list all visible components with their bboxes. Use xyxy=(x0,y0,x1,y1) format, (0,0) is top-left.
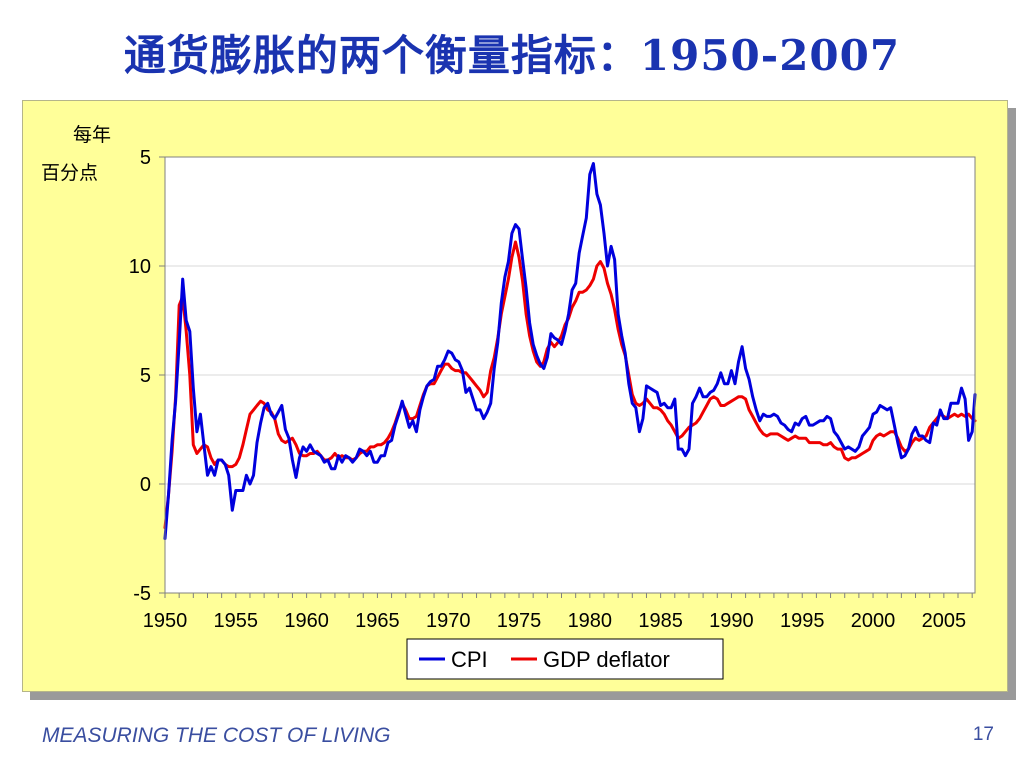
x-tick-label-8: 1990 xyxy=(709,610,754,632)
y-tick-label-4: 5 xyxy=(140,147,151,169)
y-tick-label-0: -5 xyxy=(133,583,151,605)
series-line-cpi xyxy=(163,162,977,540)
series-lines xyxy=(163,162,977,540)
slide-title: 通货膨胀的两个衡量指标：1950-2007 xyxy=(123,31,901,80)
unit-label-line1: 每年 xyxy=(73,124,111,146)
legend-label-gdp-deflator: GDP deflator xyxy=(543,647,670,672)
x-tick-label-1: 1955 xyxy=(214,610,259,632)
y-axis-ticks: -5 0 5 10 5 xyxy=(129,147,165,605)
chart-panel: 每年 百分点 -5 0 5 10 5 1950 1955 1960 1965 1970 1975 1… xyxy=(22,100,1008,692)
y-tick-label-1: 0 xyxy=(140,474,151,496)
legend: CPI GDP deflator xyxy=(406,638,724,680)
grid-lines xyxy=(165,265,975,485)
x-axis-ticks: 1950 1955 1960 1965 1970 1975 1980 1985 1990 1995… xyxy=(143,593,973,632)
legend-box xyxy=(406,638,724,680)
y-tick-label-2: 5 xyxy=(140,365,151,387)
footer-text: MEASURING THE COST OF LIVING xyxy=(42,724,391,747)
x-tick-label-3: 1965 xyxy=(355,610,400,632)
x-tick-label-7: 1985 xyxy=(638,610,683,632)
y-tick-label-3: 10 xyxy=(129,256,151,278)
x-tick-label-2: 1960 xyxy=(284,610,329,632)
x-tick-label-9: 1995 xyxy=(780,610,825,632)
x-tick-label-4: 1970 xyxy=(426,610,471,632)
x-tick-label-5: 1975 xyxy=(497,610,542,632)
legend-label-cpi: CPI xyxy=(451,647,488,672)
x-tick-label-11: 2005 xyxy=(922,610,967,632)
x-tick-label-6: 1980 xyxy=(568,610,613,632)
unit-label-line2: 百分点 xyxy=(41,162,98,184)
x-tick-label-10: 2000 xyxy=(851,610,896,632)
x-tick-label-0: 1950 xyxy=(143,610,188,632)
page-number: 17 xyxy=(972,724,994,745)
